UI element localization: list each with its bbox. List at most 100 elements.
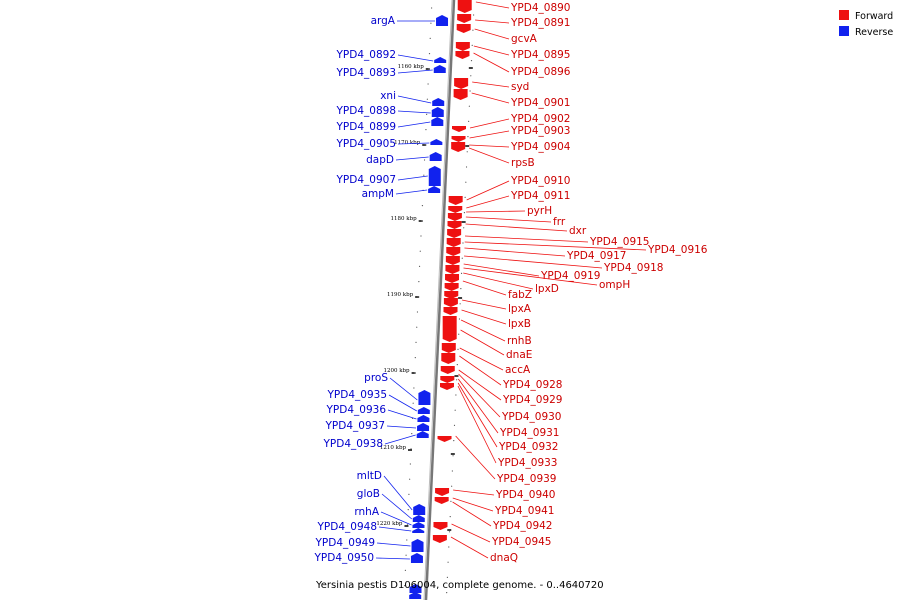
forward-gene-feature [432, 535, 447, 543]
reverse-gene-connector [380, 511, 412, 526]
grid-dot [463, 227, 465, 229]
grid-dot [456, 364, 458, 366]
grid-dot [471, 44, 473, 47]
forward-gene-feature [447, 229, 462, 238]
forward-gene-feature [457, 14, 472, 23]
reverse-gene-connector [389, 377, 418, 401]
reverse-gene-label: mltD [357, 470, 382, 482]
forward-gene-connector [460, 319, 506, 342]
reverse-gene-feature [412, 515, 425, 522]
grid-dot [450, 500, 452, 502]
reverse-gene-feature [436, 15, 449, 26]
forward-gene-connector [464, 247, 566, 257]
legend-reverse-label: Reverse [855, 27, 893, 38]
grid-dot [465, 181, 467, 183]
forward-gene-feature [440, 376, 455, 383]
forward-gene-connector [475, 19, 510, 24]
grid-dot [406, 539, 408, 541]
reverse-gene-label: YPD4_0936 [326, 404, 387, 416]
scale-ticks: 1160 kbp 1170 kbp 1180 kbp 1190 kbp 1200 kbp… [376, 64, 473, 531]
grid-dot [410, 448, 412, 450]
forward-gene-connector [452, 497, 494, 512]
forward-gene-label: YPD4_0930 [501, 411, 561, 423]
forward-gene-connector [457, 382, 498, 448]
grid-dot [423, 174, 425, 176]
grid-dot [420, 235, 422, 237]
forward-gene-label: YPD4_0929 [502, 394, 562, 406]
reverse-gene-feature [417, 423, 430, 431]
forward-gene-connector [466, 195, 510, 209]
forward-gene-label: lpxB [508, 318, 531, 330]
forward-gene-connector [462, 280, 507, 296]
grid-dot [465, 166, 468, 168]
forward-gene-feature [455, 51, 470, 59]
forward-gene-label: ompH [599, 279, 630, 291]
forward-gene-label: accA [505, 364, 531, 376]
grid-dot [417, 296, 419, 298]
forward-gene-feature [446, 238, 461, 247]
grid-dot [404, 585, 406, 587]
forward-gene-feature [440, 366, 455, 374]
grid-dot [473, 14, 475, 16]
legend-forward-label: Forward [855, 11, 893, 22]
reverse-gene-label: YPD4_0905 [336, 138, 396, 150]
forward-gene-feature [453, 89, 468, 100]
forward-gene-connector [458, 369, 502, 401]
grid-dot [460, 272, 463, 274]
forward-gene-connector [450, 536, 489, 559]
forward-gene-label: dnaE [506, 349, 532, 361]
reverse-gene-feature [417, 407, 430, 414]
reverse-gene-connector [375, 557, 410, 560]
grid-dot [416, 311, 419, 313]
forward-gene-label: YPD4_0891 [510, 17, 570, 29]
tick-label: 1180 kbp [391, 216, 418, 222]
reverse-gene-connector [384, 434, 416, 445]
forward-gene-feature [443, 298, 458, 307]
grid-dot [463, 212, 466, 214]
reverse-gene-feature [413, 504, 426, 515]
grid-dot [459, 303, 461, 305]
grid-dot [448, 531, 451, 533]
reverse-gene-label: YPD4_0907 [336, 174, 396, 186]
reverse-gene-label: rnhA [354, 506, 379, 518]
grid-dot [455, 394, 457, 396]
forward-gene-connector [468, 147, 510, 164]
forward-gene-feature [434, 497, 449, 504]
forward-gene-connector [459, 355, 502, 386]
forward-gene-connector [474, 28, 510, 40]
grid-dot [469, 90, 471, 92]
grid-dot [418, 265, 421, 267]
forward-gene-label: YPD4_0904 [510, 141, 571, 153]
forward-gene-connector [464, 255, 603, 269]
reverse-gene-feature [410, 553, 423, 563]
forward-gene-feature [447, 213, 462, 221]
grid-dot [468, 120, 470, 122]
forward-gene-connector [465, 223, 568, 232]
reverse-gene-feature [433, 65, 446, 73]
grid-dot [426, 98, 428, 100]
grid-dot [453, 440, 455, 442]
grid-dot [407, 509, 409, 511]
grid-dot [421, 205, 424, 207]
reverse-gene-feature [416, 431, 429, 438]
forward-gene-feature [448, 206, 463, 213]
reverse-gene-connector [395, 189, 428, 195]
forward-gene-label: YPD4_0902 [510, 113, 570, 125]
forward-gene-feature [441, 343, 456, 353]
reverse-gene-connector [397, 110, 431, 114]
grid-dot [425, 129, 427, 131]
grid-dot [419, 250, 421, 252]
legend-reverse-swatch [839, 26, 849, 36]
forward-gene-feature [435, 488, 450, 496]
forward-gene-connector [463, 272, 534, 290]
forward-gene-label: YPD4_0903 [510, 125, 570, 137]
grid-dot [454, 409, 456, 411]
grid-dot [412, 402, 414, 404]
reverse-gene-feature [432, 98, 445, 106]
reverse-gene-connector [388, 394, 418, 412]
forward-gene-connector [455, 435, 496, 480]
tick-label: 1160 kbp [398, 64, 425, 70]
forward-gene-label: YPD4_0901 [510, 97, 570, 109]
reverse-gene-connector [376, 542, 411, 547]
